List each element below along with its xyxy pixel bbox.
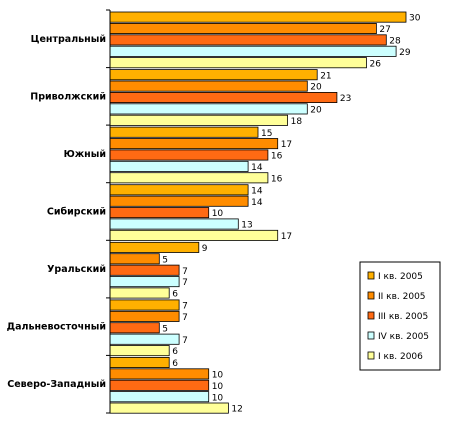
category-label: Сибирский xyxy=(47,207,106,218)
legend-items: I кв. 2005 II кв. 2005 III кв. 2005 IV кв. … xyxy=(367,271,429,362)
bar xyxy=(109,34,387,46)
value-label: 10 xyxy=(212,393,224,403)
bar xyxy=(109,184,249,196)
bar xyxy=(109,126,259,138)
value-label: 12 xyxy=(231,405,242,415)
bar xyxy=(109,287,170,299)
value-label: 17 xyxy=(281,232,292,242)
value-label: 10 xyxy=(212,209,224,219)
bar xyxy=(109,80,308,92)
value-label: 20 xyxy=(310,106,322,116)
value-label: 30 xyxy=(409,14,421,24)
value-label: 7 xyxy=(182,267,188,277)
bar xyxy=(109,333,180,345)
value-label: 14 xyxy=(251,186,263,196)
value-label: 16 xyxy=(271,152,283,162)
category-label: Южный xyxy=(64,149,106,160)
value-label: 27 xyxy=(379,25,390,35)
bar xyxy=(109,276,180,288)
value-label: 23 xyxy=(340,94,351,104)
bar xyxy=(109,57,367,69)
value-label: 20 xyxy=(310,83,322,93)
bar xyxy=(109,195,249,207)
bar xyxy=(109,264,180,276)
value-label: 15 xyxy=(261,129,272,139)
bar xyxy=(109,11,407,23)
value-label: 28 xyxy=(389,37,401,47)
category-label: Центральный xyxy=(31,34,106,45)
legend: I кв. 2005 II кв. 2005 III кв. 2005 IV кв. … xyxy=(359,261,441,371)
bar xyxy=(109,114,289,126)
bar xyxy=(109,345,170,357)
value-label: 6 xyxy=(172,290,178,300)
value-label: 18 xyxy=(291,117,303,127)
bar xyxy=(109,356,170,368)
bar xyxy=(109,229,279,241)
value-label: 5 xyxy=(162,255,168,265)
value-label: 7 xyxy=(182,336,188,346)
bar xyxy=(109,103,308,115)
bar xyxy=(109,253,160,265)
value-label: 29 xyxy=(399,48,411,58)
value-label: 26 xyxy=(370,59,382,69)
bar xyxy=(109,368,210,380)
bars-group xyxy=(109,11,407,414)
value-label: 14 xyxy=(251,198,263,208)
bar xyxy=(109,160,249,172)
legend-swatch xyxy=(367,331,375,340)
category-label: Уральский xyxy=(47,264,106,275)
legend-label: I кв. 2006 xyxy=(378,352,423,362)
category-label: Приволжский xyxy=(30,91,106,102)
legend-swatch xyxy=(367,311,375,320)
category-label: Дальневосточный xyxy=(7,322,106,333)
y-axis-ticks xyxy=(106,9,110,414)
value-label: 17 xyxy=(281,140,292,150)
value-label: 13 xyxy=(241,221,252,231)
bar xyxy=(109,299,180,311)
bar xyxy=(109,172,269,184)
bar xyxy=(109,69,318,81)
bar xyxy=(109,207,210,219)
legend-swatch xyxy=(367,271,375,280)
bar xyxy=(109,322,160,334)
legend-label: IV кв. 2005 xyxy=(378,332,429,342)
value-label: 5 xyxy=(162,324,168,334)
legend-swatch xyxy=(367,351,375,360)
value-label: 10 xyxy=(212,371,224,381)
category-label: Северо-Западный xyxy=(7,379,106,390)
bar xyxy=(109,402,229,414)
value-label: 9 xyxy=(202,244,208,254)
bar xyxy=(109,310,180,322)
category-labels-group: Центральный Приволжский Южный Сибирский Урал… xyxy=(7,34,106,390)
value-label: 7 xyxy=(182,302,188,312)
bar xyxy=(109,138,279,150)
bar xyxy=(109,22,377,34)
legend-label: I кв. 2005 xyxy=(378,272,423,282)
value-label: 16 xyxy=(271,174,283,184)
value-label: 14 xyxy=(251,163,263,173)
value-label: 6 xyxy=(172,347,178,357)
bar xyxy=(109,92,338,104)
legend-swatch xyxy=(367,291,375,300)
bar xyxy=(109,379,210,391)
legend-label: II кв. 2005 xyxy=(378,292,426,302)
bar xyxy=(109,241,200,253)
bar xyxy=(109,218,239,230)
value-label: 10 xyxy=(212,382,224,392)
value-label: 7 xyxy=(182,278,188,288)
bar xyxy=(109,149,269,161)
bar xyxy=(109,45,397,57)
bar xyxy=(109,391,210,403)
value-label: 21 xyxy=(320,71,331,81)
value-label: 6 xyxy=(172,359,178,369)
value-label: 7 xyxy=(182,313,188,323)
legend-label: III кв. 2005 xyxy=(378,312,428,322)
